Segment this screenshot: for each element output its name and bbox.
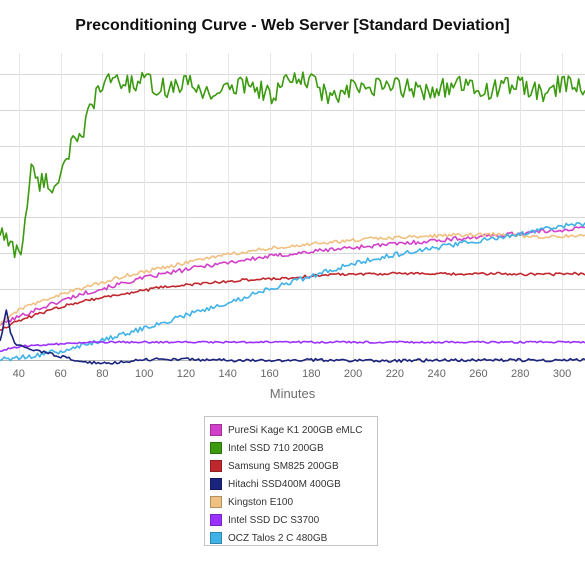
legend-item: PureSi Kage K1 200GB eMLC <box>210 421 377 439</box>
x-tick-label: 140 <box>219 368 237 380</box>
legend-item: Samsung SM825 200GB <box>210 457 377 475</box>
legend-label: Intel SSD DC S3700 <box>228 514 320 526</box>
legend-label: Samsung SM825 200GB <box>228 460 339 472</box>
x-tick-label: 80 <box>96 368 108 380</box>
series-line <box>0 222 585 362</box>
x-tick-label: 40 <box>13 368 25 380</box>
series-line <box>0 271 585 331</box>
x-tick-label: 60 <box>54 368 66 380</box>
series-line <box>0 231 585 326</box>
legend-label: Hitachi SSD400M 400GB <box>228 478 341 490</box>
tick-layer: 40 60 80 100 120 140 160 180 200 220 240 260 280 300 <box>13 368 572 380</box>
legend-item: Intel SSD DC S3700 <box>210 511 377 529</box>
legend-swatch <box>210 424 222 436</box>
x-tick-label: 100 <box>135 368 153 380</box>
legend-swatch <box>210 442 222 454</box>
x-tick-label: 260 <box>469 368 487 380</box>
x-tick-label: 220 <box>386 368 404 380</box>
legend-swatch <box>210 532 222 544</box>
series-line <box>0 309 585 365</box>
legend: PureSi Kage K1 200GB eMLC Intel SSD 710 2… <box>204 416 378 546</box>
grid-layer <box>0 53 585 361</box>
legend-label: Kingston E100 <box>228 496 294 508</box>
x-tick-label: 120 <box>177 368 195 380</box>
series-line <box>0 71 585 259</box>
x-tick-label: 160 <box>260 368 278 380</box>
series-line <box>0 226 585 326</box>
legend-swatch <box>210 460 222 472</box>
x-tick-label: 280 <box>511 368 529 380</box>
x-tick-label: 240 <box>427 368 445 380</box>
series-layer <box>0 71 585 365</box>
chart-title: Preconditioning Curve - Web Server [Stan… <box>75 17 510 34</box>
legend-item: Hitachi SSD400M 400GB <box>210 475 377 493</box>
legend-swatch <box>210 496 222 508</box>
x-tick-label: 300 <box>553 368 571 380</box>
legend-label: PureSi Kage K1 200GB eMLC <box>228 424 363 436</box>
legend-item: Kingston E100 <box>210 493 377 511</box>
legend-item: Intel SSD 710 200GB <box>210 439 377 457</box>
legend-swatch <box>210 478 222 490</box>
series-line <box>0 340 585 353</box>
x-tick-label: 180 <box>302 368 320 380</box>
x-tick-label: 200 <box>344 368 362 380</box>
legend-swatch <box>210 514 222 526</box>
legend-label: Intel SSD 710 200GB <box>228 442 324 454</box>
legend-label: OCZ Talos 2 C 480GB <box>228 532 328 544</box>
x-axis-label: Minutes <box>269 386 316 401</box>
legend-item: OCZ Talos 2 C 480GB <box>210 529 377 547</box>
